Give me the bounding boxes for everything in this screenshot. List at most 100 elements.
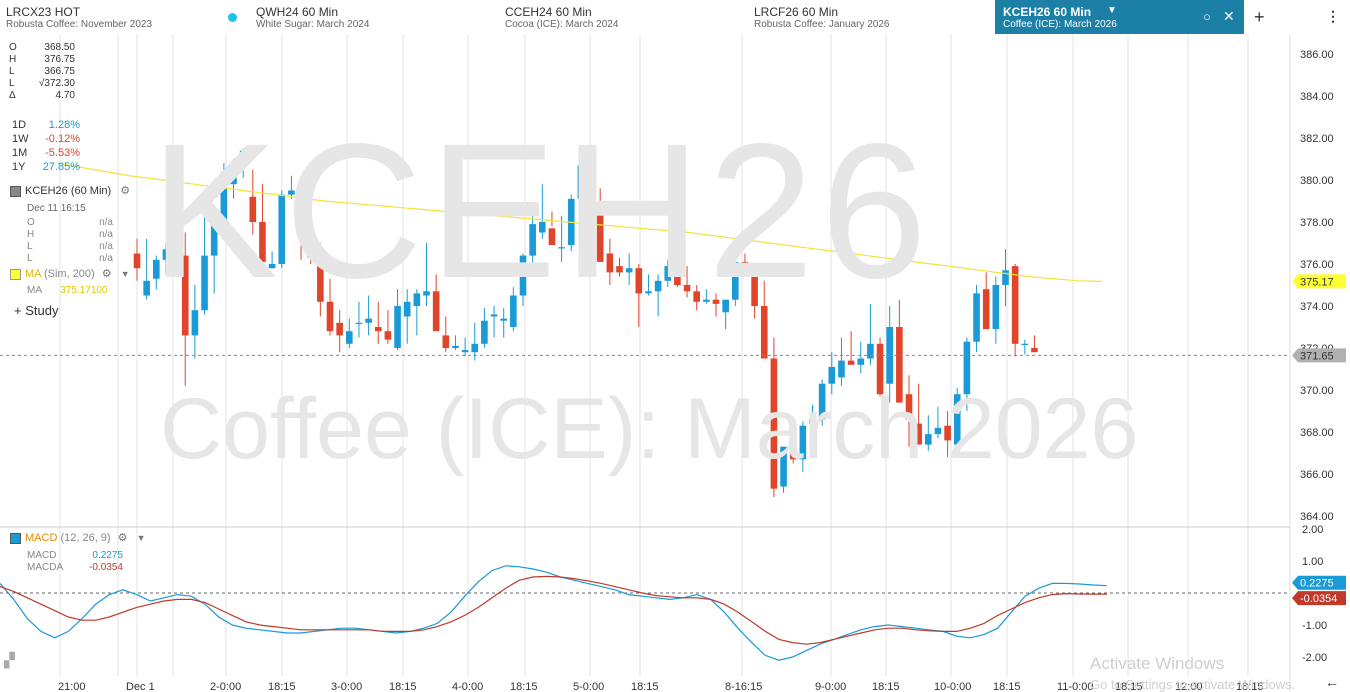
candle-body [394, 306, 401, 348]
candle-body [133, 253, 141, 269]
tab-dropdown-icon[interactable]: ▼ [1107, 5, 1117, 16]
close-icon[interactable]: ✕ [1223, 8, 1235, 24]
candle-body [529, 224, 536, 256]
macd-color-swatch[interactable] [10, 532, 21, 544]
legend-value: n/a [99, 229, 113, 240]
tab-description: Coffee (ICE): March 2026 [1003, 19, 1117, 30]
moving-average-line [56, 162, 1102, 282]
tab-lrcf26[interactable]: LRCF26 60 Min Robusta Coffee: January 20… [754, 0, 954, 34]
dropdown-caret-icon[interactable]: ▼ [120, 269, 130, 279]
tab-description: Robusta Coffee: January 2026 [754, 19, 890, 30]
candle-body [982, 289, 990, 330]
back-arrow-icon[interactable]: ← [1325, 674, 1339, 690]
candle-body [1031, 348, 1038, 353]
watermark-name: Coffee (ICE): March 2026 [160, 381, 1139, 477]
candle-body [606, 253, 614, 273]
ohlc-key: Δ [9, 90, 16, 101]
candle-body [712, 299, 720, 304]
candle-body [249, 196, 257, 222]
macd-row: MACDA -0.0354 [27, 562, 123, 574]
macd-label: MACD [25, 532, 58, 544]
candle-body [751, 266, 758, 306]
tab-kceh26[interactable]: KCEH26 60 Min ▼ Coffee (ICE): March 2026… [995, 0, 1244, 34]
time-tick-label: 10-0:00 [934, 681, 971, 692]
perf-row: 1M -5.53% [12, 146, 80, 160]
add-tab-icon[interactable]: + [1254, 7, 1265, 27]
candle-body [944, 425, 951, 441]
candle-body [374, 327, 382, 332]
candle-body [336, 322, 343, 336]
price-tick-label: 364.00 [1300, 511, 1334, 523]
candle-body [770, 358, 778, 489]
time-tick-label: 18:15 [872, 681, 900, 692]
time-tick-label: 18:15 [389, 681, 417, 692]
price-tick-label: 376.00 [1300, 259, 1334, 271]
ma-badge-shape [1292, 274, 1346, 289]
perf-value: 1.28% [48, 119, 80, 131]
ohlc-value: 366.75 [44, 66, 75, 77]
candle-body [963, 341, 971, 395]
macd-values: MACD 0.2275 MACDA -0.0354 [27, 550, 123, 574]
macd-line [0, 565, 1108, 661]
time-tick-label: 2-0:00 [210, 681, 241, 692]
perf-row: 1Y 27.85% [12, 160, 80, 174]
candle-body [596, 203, 604, 262]
price-tick-label: 366.00 [1300, 469, 1334, 481]
time-tick-label: 9-0:00 [815, 681, 846, 692]
price-tick-label: 384.00 [1300, 91, 1334, 103]
ma-value-row: MA 375.17100 [27, 285, 108, 296]
macd-axis: 2.00 1.00 -1.00 -2.00 [1302, 524, 1327, 664]
price-tick-label: 378.00 [1300, 217, 1334, 229]
candle-body [915, 423, 922, 445]
ohlc-value: 368.50 [44, 42, 75, 53]
ohlc-key: L [9, 78, 15, 89]
chart-tools-icon[interactable]: ▞ [4, 652, 15, 668]
candle-body [741, 261, 749, 267]
candle-body [230, 165, 237, 185]
candle-body [664, 266, 672, 281]
series-color-swatch[interactable] [10, 185, 21, 197]
tab-symbol: QWH24 60 Min [256, 5, 339, 19]
price-tick-label: 382.00 [1300, 133, 1334, 145]
add-study-button[interactable]: + Study [14, 303, 58, 318]
time-tick-label: 18:15 [631, 681, 659, 692]
tab-description: White Sugar: March 2024 [256, 19, 370, 30]
ma-legend[interactable]: MA (Sim, 200) ⚙ ▼ [10, 267, 130, 280]
candle-body [838, 360, 845, 378]
more-menu-icon[interactable]: ⋮ [1326, 8, 1340, 24]
tab-cceh24[interactable]: CCEH24 60 Min Cocoa (ICE): March 2024 [505, 0, 705, 34]
candle-body [760, 306, 768, 359]
legend-date: Dec 11 16:15 [27, 203, 86, 214]
macda-line [0, 575, 1107, 645]
macda-badge-label: -0.0354 [1300, 593, 1337, 605]
time-tick-label: 18:15 [510, 681, 538, 692]
settings-gear-icon[interactable]: ⚙ [101, 268, 112, 280]
time-tick-label: 18:15 [1236, 681, 1264, 692]
macda-key: MACDA [27, 562, 64, 573]
time-tick-label: 12:00 [1175, 681, 1203, 692]
settings-gear-icon[interactable]: ⚙ [117, 532, 128, 544]
candle-body [519, 255, 527, 296]
symbol-legend[interactable]: KCEH26 (60 Min) ⚙ [10, 184, 130, 197]
settings-gear-icon[interactable]: ⚙ [120, 185, 131, 197]
macd-legend[interactable]: MACD (12, 26, 9) ⚙ ▼ [10, 531, 146, 544]
candle-body [799, 425, 807, 460]
candle-body [654, 280, 662, 292]
tab-circle-icon[interactable]: ○ [1203, 9, 1211, 24]
price-tick-label: 368.00 [1300, 427, 1334, 439]
perf-period: 1W [12, 133, 29, 145]
candle-body [220, 184, 228, 225]
activation-title: Activate Windows [1090, 654, 1225, 673]
dropdown-caret-icon[interactable]: ▼ [136, 533, 146, 543]
macd-badge-label: 0.2275 [1300, 578, 1334, 590]
tab-qwh24[interactable]: QWH24 60 Min White Sugar: March 2024 [256, 0, 456, 34]
candle-body [896, 327, 903, 403]
tab-lrcx23[interactable]: LRCX23 HOT Robusta Coffee: November 2023 [6, 0, 206, 34]
legend-value: n/a [99, 217, 113, 228]
macd-badge-shape [1292, 575, 1346, 590]
legend-value: n/a [99, 241, 113, 252]
ma-color-swatch[interactable] [10, 268, 21, 280]
candle-body [326, 301, 334, 332]
